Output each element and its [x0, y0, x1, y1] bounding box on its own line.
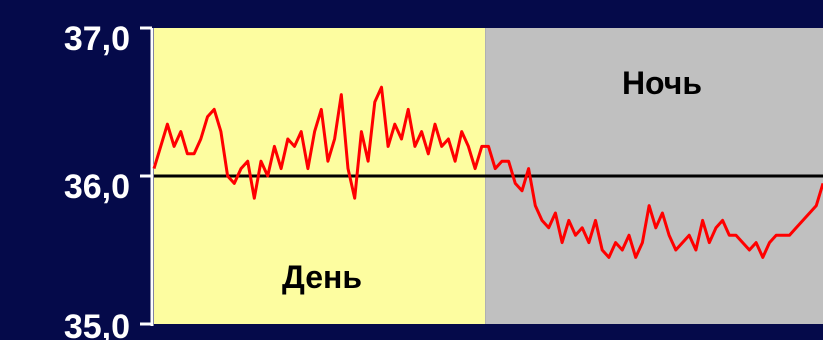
y-tick-label: 36,0 — [64, 168, 130, 206]
region-label-night: Ночь — [622, 65, 702, 101]
temperature-series-line — [152, 85, 823, 259]
region-label-day: День — [282, 259, 362, 295]
y-tick-label: 35,0 — [64, 308, 130, 340]
y-tick-label: 37,0 — [64, 20, 130, 58]
